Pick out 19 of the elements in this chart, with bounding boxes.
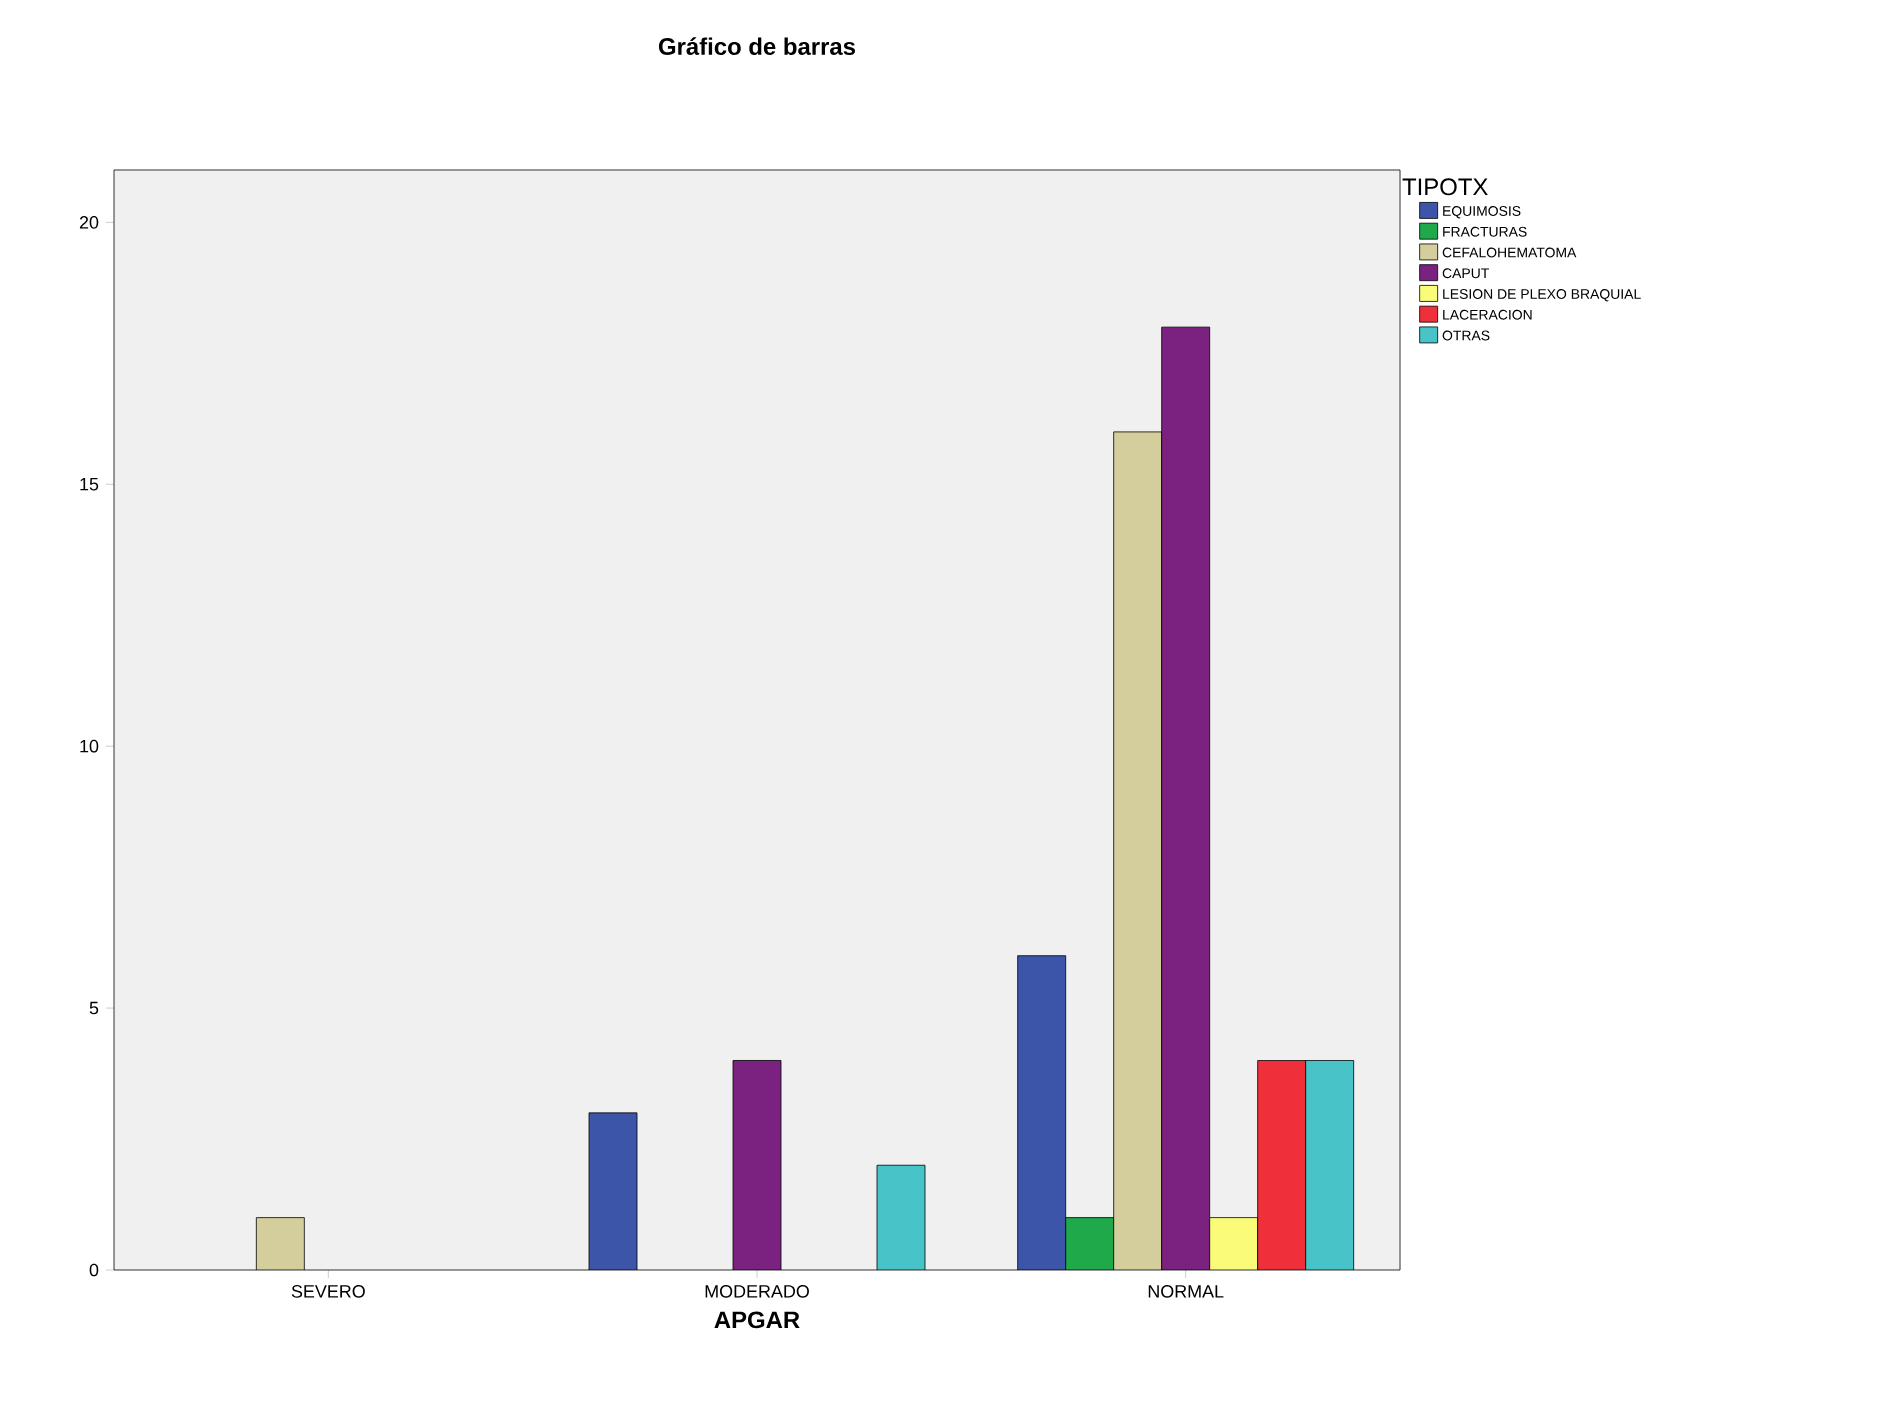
x-tick-label: SEVERO: [291, 1285, 365, 1298]
x-tick-label: NORMAL: [1148, 1285, 1224, 1298]
bar: [588, 1112, 638, 1270]
y-tick-label: 5: [89, 1001, 99, 1015]
bar: [255, 1217, 305, 1270]
y-tick-label: 20: [79, 216, 99, 229]
y-tick-label: 10: [80, 739, 99, 753]
bar: [1161, 326, 1211, 1270]
bar: [876, 1164, 926, 1270]
x-tick-label: MODERADO: [705, 1285, 809, 1298]
bar: [1305, 1060, 1355, 1270]
chart-title: Gráfico de barras: [658, 37, 855, 55]
bar: [1113, 431, 1163, 1270]
x-axis-title: APGAR: [714, 1311, 800, 1329]
y-tick-label: 0: [89, 1263, 99, 1277]
y-tick-label: 15: [80, 478, 99, 491]
bar: [1017, 955, 1067, 1270]
legend-title: TIPOTX: [1402, 178, 1488, 196]
bar: [732, 1060, 782, 1270]
